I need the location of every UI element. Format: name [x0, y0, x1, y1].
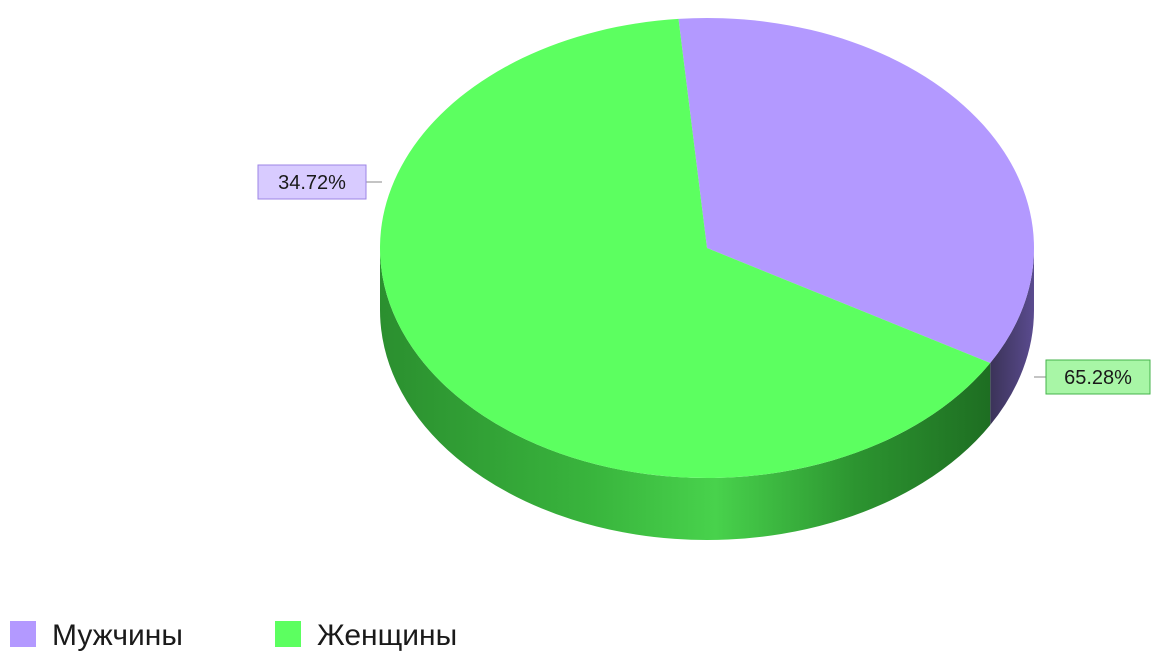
data-label-box — [257, 164, 367, 200]
legend-swatch — [275, 621, 301, 647]
pie-layer — [380, 17, 1034, 540]
legend-label: Женщины — [317, 619, 457, 651]
legend-label: Мужчины — [52, 619, 183, 651]
pie-slice-muzhchiny — [678, 17, 1034, 363]
legend: Мужчины Женщины — [10, 619, 457, 651]
data-labels: 34.72% 65.28% — [257, 164, 1151, 395]
data-label-box — [1045, 359, 1151, 395]
pie-slice-zhenshchiny — [380, 18, 991, 479]
pie-side-zhenshchiny — [380, 248, 991, 540]
pie-side-muzhchiny — [990, 248, 1034, 425]
legend-swatch — [10, 621, 36, 647]
data-label-text: 65.28% — [1064, 367, 1132, 389]
data-label-text: 34.72% — [278, 172, 346, 194]
